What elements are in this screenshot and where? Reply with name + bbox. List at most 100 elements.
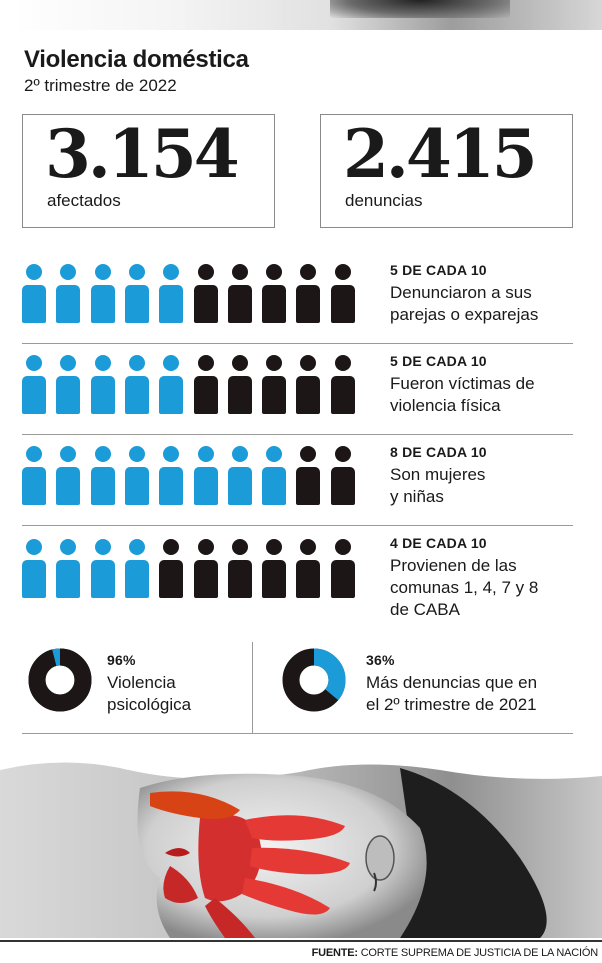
row-description: Denunciaron a sus parejas o exparejas (390, 283, 539, 324)
person-body (262, 467, 287, 505)
row-text: 8 DE CADA 10 Son mujeres y niñas (390, 444, 590, 508)
donut-percent: 96% (107, 652, 136, 668)
person-icon (90, 539, 115, 599)
pictogram-row: 5 DE CADA 10 Fueron víctimas de violencia… (0, 353, 602, 435)
person-icon (193, 539, 218, 599)
person-head (60, 264, 77, 280)
person-icon (330, 264, 355, 324)
person-body (90, 376, 115, 414)
person-icon (56, 539, 81, 599)
person-icon (262, 264, 287, 324)
person-head (94, 355, 111, 371)
person-icon (124, 355, 149, 415)
donut-text: 36% Más denuncias que en el 2º trimestre… (366, 652, 576, 716)
person-icon (124, 446, 149, 506)
pictogram-row: 8 DE CADA 10 Son mujeres y niñas (0, 444, 602, 526)
person-icon (227, 539, 252, 599)
row-description: Provienen de las comunas 1, 4, 7 y 8 de … (390, 556, 539, 619)
person-icon (56, 355, 81, 415)
person-head (26, 539, 42, 555)
stat-label: afectados (47, 191, 121, 210)
divider (22, 525, 573, 526)
person-icon (22, 264, 46, 324)
person-icon (90, 446, 115, 506)
row-text: 5 DE CADA 10 Denunciaron a sus parejas o … (390, 262, 590, 326)
person-head (197, 264, 214, 280)
divider (22, 733, 573, 734)
person-icon (262, 355, 287, 415)
person-body (124, 560, 149, 598)
person-icon (90, 264, 115, 324)
person-icon (330, 446, 355, 506)
divider (252, 642, 253, 734)
donut-value-slice (28, 648, 92, 712)
person-head (163, 264, 180, 280)
person-icon (330, 539, 355, 599)
person-body (193, 467, 218, 505)
source-text: CORTE SUPREMA DE JUSTICIA DE LA NACIÓN (360, 947, 599, 959)
donut-chart-more-reports (282, 648, 346, 712)
person-head (26, 355, 42, 371)
top-photo-strip (0, 0, 602, 30)
row-description: Son mujeres y niñas (390, 465, 486, 506)
person-head (128, 539, 145, 555)
person-icon (227, 446, 252, 506)
person-body (330, 467, 355, 505)
person-head (197, 446, 214, 462)
person-body (262, 285, 287, 323)
person-icon (227, 264, 252, 324)
person-icon (124, 539, 149, 599)
stat-label: denuncias (345, 191, 423, 210)
person-body (296, 467, 321, 505)
person-body (296, 376, 321, 414)
row-stat-title: 4 DE CADA 10 (390, 535, 487, 551)
donut-text: 96% Violencia psicológica (107, 652, 317, 716)
person-body (56, 285, 81, 323)
person-icon (159, 264, 184, 324)
person-icon (90, 355, 115, 415)
person-body (159, 560, 184, 598)
person-body (330, 376, 355, 414)
pictogram-row: 5 DE CADA 10 Denunciaron a sus parejas o … (0, 262, 602, 344)
person-head (334, 539, 351, 555)
person-head (266, 264, 283, 280)
person-body (227, 467, 252, 505)
person-head (60, 355, 77, 371)
person-body (193, 560, 218, 598)
person-body (296, 285, 321, 323)
person-head (300, 446, 317, 462)
stat-box-afectados: 3.154 afectados (22, 114, 275, 228)
person-body (22, 376, 46, 414)
person-body (56, 376, 81, 414)
divider (22, 434, 573, 435)
person-head (128, 264, 145, 280)
person-icon (159, 446, 184, 506)
person-body (124, 285, 149, 323)
person-head (334, 355, 351, 371)
person-head (197, 539, 214, 555)
source-footer: FUENTE: CORTE SUPREMA DE JUSTICIA DE LA … (0, 940, 602, 963)
person-body (193, 376, 218, 414)
row-text: 4 DE CADA 10 Provienen de las comunas 1, … (390, 535, 590, 621)
person-body (56, 467, 81, 505)
person-body (22, 560, 46, 598)
person-head (300, 539, 317, 555)
person-head (300, 264, 317, 280)
stat-value: 3.154 (45, 115, 240, 193)
donut-description: Violencia psicológica (107, 673, 192, 714)
donut-value-slice (282, 648, 346, 712)
person-icon (296, 446, 321, 506)
person-head (94, 264, 111, 280)
person-icon (56, 446, 81, 506)
person-head (231, 264, 248, 280)
person-head (266, 446, 283, 462)
person-icon (193, 355, 218, 415)
person-head (231, 355, 248, 371)
page-subtitle: 2º trimestre de 2022 (24, 76, 177, 95)
person-body (227, 560, 252, 598)
person-body (193, 285, 218, 323)
person-icon (193, 264, 218, 324)
person-body (262, 376, 287, 414)
person-body (22, 467, 46, 505)
person-icon (296, 355, 321, 415)
